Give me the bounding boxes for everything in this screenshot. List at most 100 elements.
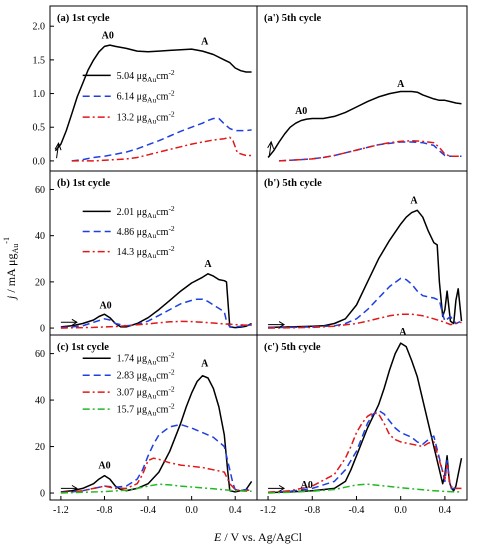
legend-label: 13.2 μgAucm-2	[117, 110, 175, 126]
series-line-3	[60, 483, 252, 494]
series-line-0	[268, 209, 463, 329]
legend-unit: cm	[156, 371, 168, 382]
peak-label: A	[399, 327, 407, 338]
scan-arrow-head	[71, 484, 78, 492]
legend-sup: -2	[168, 224, 174, 233]
panel-frame	[256, 170, 468, 336]
series-group	[267, 90, 462, 162]
panel-title: (a') 5th cycle	[264, 13, 321, 24]
x-axis-title: E / V vs. Ag/AgCl	[213, 530, 303, 544]
y-axis-title: j / mA μgAu-1	[2, 237, 20, 301]
scan-arrow-head	[267, 140, 275, 150]
x-tick-label: 0.4	[439, 505, 452, 516]
legend-value: 13.2 μg	[117, 113, 147, 124]
legend-unit: cm	[156, 247, 168, 258]
legend-label: 1.74 μgAucm-2	[117, 351, 175, 367]
y-tick-label: 0	[40, 324, 45, 335]
legend-unit: cm	[156, 113, 168, 124]
panel-title: (a) 1st cycle	[57, 13, 110, 24]
y-tick-label: 20	[35, 277, 45, 288]
series-line-1	[60, 423, 252, 494]
panel-title: (c) 1st cycle	[57, 342, 109, 353]
legend-sub: Au	[147, 117, 156, 126]
y-tick-label: 0.0	[33, 156, 46, 167]
legend-value: 3.07 μg	[117, 388, 147, 399]
legend-sup: -2	[168, 89, 174, 98]
legend-label: 5.04 μgAucm-2	[117, 68, 175, 84]
series-line-0	[60, 273, 252, 329]
scan-arrow-head	[71, 318, 78, 326]
series-group	[60, 374, 253, 494]
legend-sup: -2	[168, 204, 174, 213]
scan-arrow-head	[278, 484, 286, 492]
x-tick-label: -0.4	[140, 505, 156, 516]
x-tick-label: 0.0	[185, 505, 198, 516]
legend-unit: cm	[156, 405, 168, 416]
series-line-0	[54, 44, 252, 152]
series-group	[60, 273, 252, 329]
series-line-0	[60, 374, 253, 493]
series-line-1	[71, 117, 252, 162]
legend-sub: Au	[147, 358, 156, 367]
y-tick-label: 1.0	[33, 89, 46, 100]
legend-sub: Au	[147, 75, 156, 84]
series-line-0	[267, 90, 462, 158]
legend-label: 15.7 μgAucm-2	[117, 402, 175, 418]
peak-label: A0	[301, 480, 313, 491]
legend-sub: Au	[147, 392, 156, 401]
x-tick-label: -0.8	[304, 505, 320, 516]
series-group	[268, 342, 463, 494]
y-tick-label: 1.5	[33, 55, 46, 66]
legend-value: 5.04 μg	[117, 71, 147, 82]
panel-title: (b) 1st cycle	[57, 178, 110, 189]
x-tick-label: -0.4	[349, 505, 365, 516]
series-line-2	[71, 136, 252, 162]
legend-sub: Au	[147, 231, 156, 240]
series-group	[268, 209, 463, 329]
panel-c2: -1.2 -0.8 -0.4 0.0 0.4 (c') 5th cycle A0 A	[256, 327, 468, 516]
legend-label: 2.01 μgAucm-2	[117, 204, 175, 220]
series-line-2	[279, 139, 462, 162]
peak-label: A0	[98, 461, 110, 472]
peak-label: A	[410, 195, 418, 206]
legend-sub: Au	[147, 375, 156, 384]
series-line-1	[268, 277, 462, 329]
legend-sup: -2	[168, 68, 174, 77]
peak-label: A0	[99, 300, 111, 311]
y-tick-label: 40	[35, 231, 45, 242]
legend-sub: Au	[147, 409, 156, 418]
legend-value: 6.14 μg	[117, 92, 147, 103]
peak-label: A	[397, 79, 405, 90]
legend-label: 6.14 μgAucm-2	[117, 89, 175, 105]
legend-unit: cm	[156, 227, 168, 238]
legend-sub: Au	[147, 96, 156, 105]
panel-c: 0 20 40 60 -1.2 -0.8 -0.4 0.0 0.4 (c) 1st cycle A0…	[35, 334, 258, 516]
scan-arrow-head	[54, 142, 62, 151]
x-tick-label: -0.8	[97, 505, 113, 516]
legend-value: 2.83 μg	[117, 371, 147, 382]
x-tick-label: -1.2	[53, 505, 69, 516]
panel-title: (c') 5th cycle	[264, 342, 321, 353]
legend-sup: -2	[168, 244, 174, 253]
legend-unit: cm	[156, 92, 168, 103]
legend-unit: cm	[156, 207, 168, 218]
y-tick-label: 0.5	[33, 123, 46, 134]
peak-label: A0	[102, 30, 114, 41]
legend-sup: -2	[168, 385, 174, 394]
peak-label: A	[204, 259, 212, 270]
series-line-0	[268, 342, 463, 494]
series-line-1	[60, 298, 252, 329]
peak-label: A0	[295, 106, 307, 117]
panel-frame	[256, 334, 468, 501]
scan-arrow-head	[278, 321, 286, 329]
legend-value: 15.7 μg	[117, 405, 147, 416]
legend-label: 2.83 μgAucm-2	[117, 368, 175, 384]
legend-label: 14.3 μgAucm-2	[117, 244, 175, 260]
series-line-1	[279, 141, 462, 162]
panel-title: (b') 5th cycle	[264, 178, 322, 189]
scan-arrow	[268, 142, 272, 157]
legend-unit: cm	[156, 388, 168, 399]
x-tick-label: -1.2	[260, 505, 276, 516]
